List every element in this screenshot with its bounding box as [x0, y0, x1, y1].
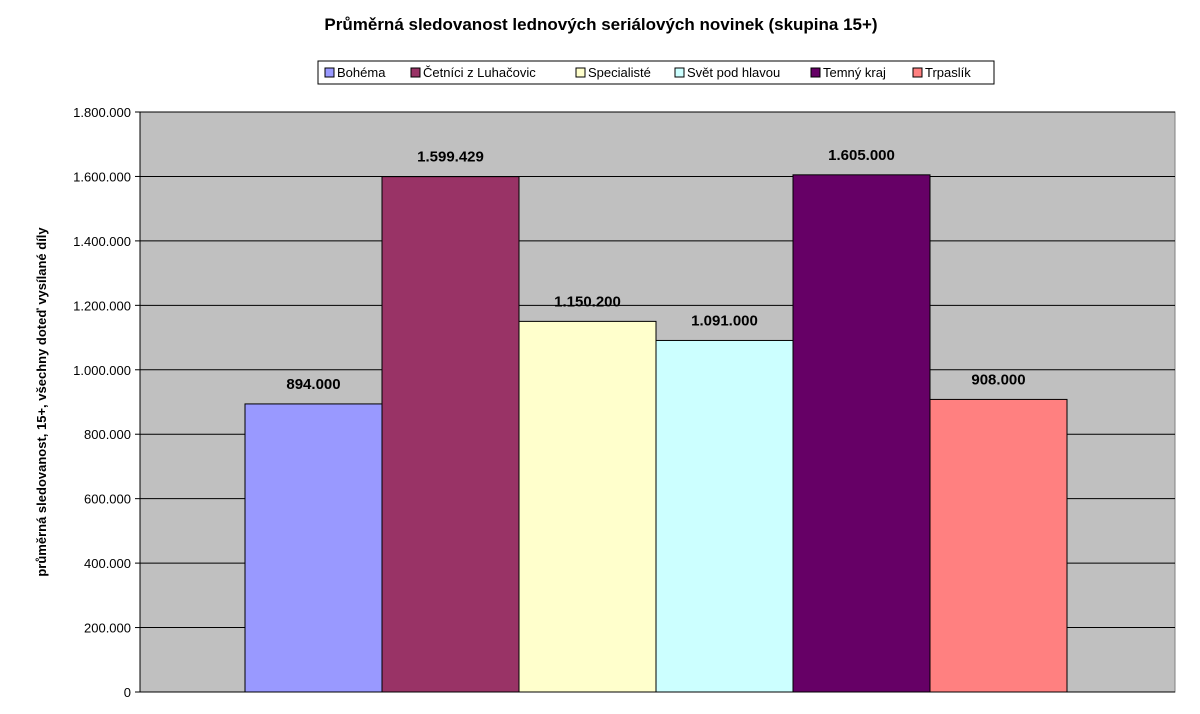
bar — [792, 174, 931, 693]
legend-swatch — [674, 67, 685, 78]
bar — [244, 403, 383, 693]
legend-label: Četníci z Luhačovic — [423, 65, 536, 80]
legend-swatch — [410, 67, 421, 78]
legend-box — [317, 60, 995, 85]
legend-label: Bohéma — [337, 65, 386, 80]
y-axis-ticks: 0 200.000 400.000 600.000 800.000 1.000.000 1.… — [73, 105, 140, 700]
y-tick-label: 800.000 — [84, 427, 131, 442]
y-tick-label: 1.000.000 — [73, 363, 131, 378]
bar — [929, 398, 1068, 693]
legend-swatch — [810, 67, 821, 78]
bar — [655, 339, 794, 693]
data-labels: 894.000 1.599.429 1.150.200 1.091.000 1.605.… — [286, 147, 1025, 393]
data-label: 908.000 — [971, 371, 1025, 388]
bars — [244, 174, 1068, 693]
bar — [381, 176, 520, 693]
data-label: 1.599.429 — [417, 149, 484, 166]
legend-swatch — [912, 67, 923, 78]
legend-label: Svět pod hlavou — [687, 65, 780, 80]
y-tick-label: 400.000 — [84, 556, 131, 571]
y-tick-label: 1.800.000 — [73, 105, 131, 120]
legend-label: Temný kraj — [823, 65, 886, 80]
y-axis-label: průměrná sledovanost, 15+, všechny doteď… — [34, 227, 49, 577]
legend-label: Specialisté — [588, 65, 651, 80]
y-tick-label: 1.600.000 — [73, 169, 131, 184]
legend-label: Trpaslík — [925, 65, 971, 80]
data-label: 1.091.000 — [691, 312, 758, 329]
bar — [518, 320, 657, 693]
y-tick-label: 1.200.000 — [73, 298, 131, 313]
y-tick-label: 1.400.000 — [73, 234, 131, 249]
legend-swatch — [575, 67, 586, 78]
data-label: 1.605.000 — [828, 147, 895, 164]
legend: Bohéma Četníci z Luhačovic Specialisté Svět… — [317, 60, 995, 85]
data-label: 894.000 — [286, 376, 340, 393]
chart-title: Průměrná sledovanost lednových seriálový… — [324, 15, 877, 34]
y-tick-label: 600.000 — [84, 492, 131, 507]
y-tick-label: 200.000 — [84, 621, 131, 636]
y-tick-label: 0 — [124, 685, 131, 700]
data-label: 1.150.200 — [554, 293, 621, 310]
legend-swatch — [324, 67, 335, 78]
